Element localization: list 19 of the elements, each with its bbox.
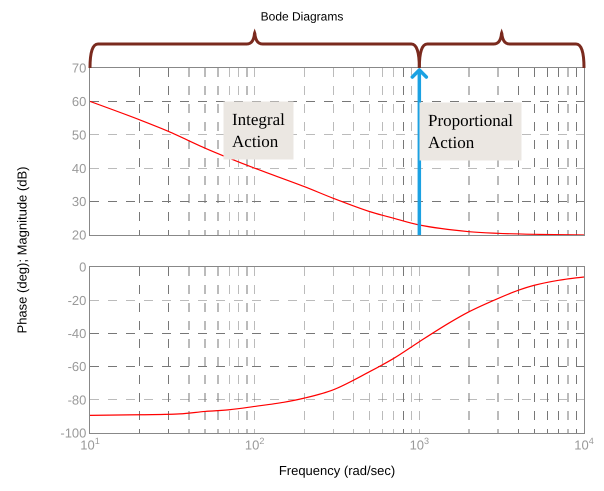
y-tick-label: 0 (79, 260, 86, 275)
x-tick-label: 10$^{4}$ (574, 436, 594, 453)
x-tick-label: 10$^{2}$ (244, 436, 264, 453)
y-tick-label: -20 (68, 292, 86, 308)
y-tick-label: -60 (68, 359, 86, 374)
y-tick-label: 70 (72, 60, 86, 76)
y-tick-label: 50 (72, 127, 86, 142)
x-axis-title: Frequency (rad/sec) (278, 463, 396, 478)
annotation: Proportional Action (428, 111, 514, 152)
chart-title: Bode Diagrams (260, 9, 344, 24)
y-tick-label: 60 (72, 94, 86, 109)
y-tick-label: 20 (72, 228, 86, 243)
y-tick-label: 30 (72, 194, 86, 210)
annotation: Integral Action (232, 110, 286, 152)
x-tick-label: 10$^{3}$ (410, 436, 430, 453)
y-tick-label: -40 (68, 326, 86, 341)
y-axis-title: Phase (deg); Magnitude (dB) (14, 166, 30, 334)
y-tick-label: -80 (68, 392, 86, 408)
y-tick-label: 40 (72, 160, 86, 176)
